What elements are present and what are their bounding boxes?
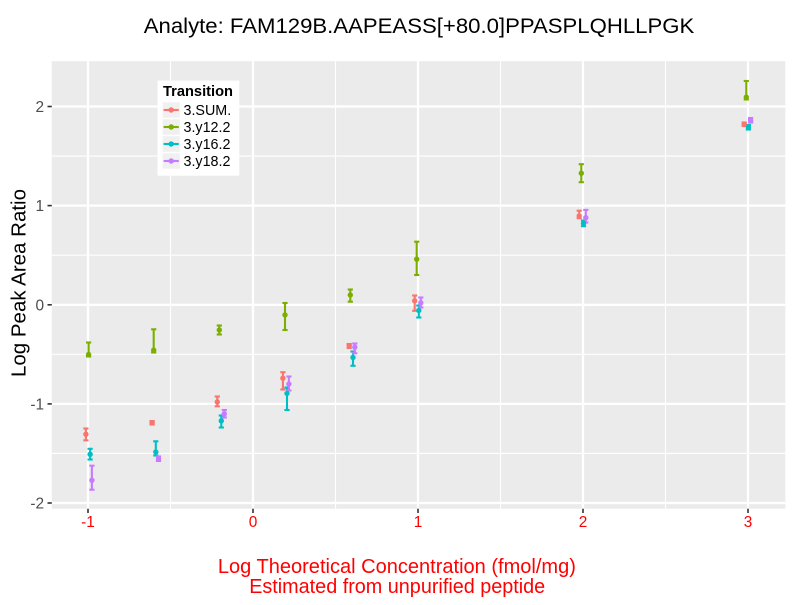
svg-text:3.y16.2: 3.y16.2 — [184, 137, 231, 153]
svg-text:Log Peak Area Ratio: Log Peak Area Ratio — [9, 189, 31, 377]
svg-text:1: 1 — [35, 198, 44, 215]
svg-text:3: 3 — [744, 514, 753, 531]
svg-text:Transition: Transition — [163, 84, 233, 100]
svg-text:-2: -2 — [30, 496, 44, 513]
svg-text:2: 2 — [35, 99, 44, 116]
svg-text:Analyte: FAM129B.AAPEASS[+80.0: Analyte: FAM129B.AAPEASS[+80.0]PPASPLQHL… — [144, 14, 695, 38]
svg-text:-1: -1 — [30, 397, 44, 414]
svg-text:-1: -1 — [81, 514, 95, 531]
svg-text:3.SUM.: 3.SUM. — [184, 103, 232, 119]
svg-text:3.y18.2: 3.y18.2 — [184, 154, 231, 170]
svg-text:3.y12.2: 3.y12.2 — [184, 120, 231, 136]
svg-text:0: 0 — [249, 514, 258, 531]
svg-text:0: 0 — [35, 297, 44, 314]
svg-text:Log Theoretical Concentration: Log Theoretical Concentration (fmol/mg) — [218, 556, 576, 578]
svg-text:1: 1 — [414, 514, 423, 531]
svg-text:Estimated from unpurified pept: Estimated from unpurified peptide — [249, 576, 545, 598]
svg-text:2: 2 — [579, 514, 588, 531]
